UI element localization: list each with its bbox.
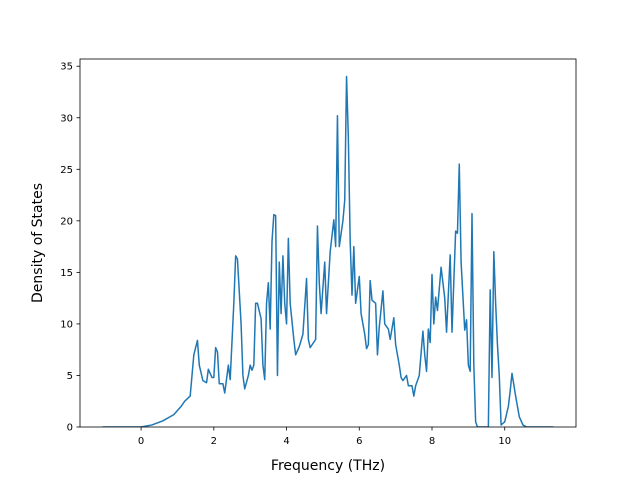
y-tick-label: 25 — [60, 165, 73, 176]
y-tick-label: 5 — [67, 371, 73, 382]
x-tick-label: 2 — [211, 436, 217, 447]
x-tick-label: 8 — [429, 436, 435, 447]
y-tick-label: 20 — [60, 216, 73, 227]
y-tick-label: 10 — [60, 319, 73, 330]
y-tick-label: 30 — [60, 113, 73, 124]
x-tick-label: 6 — [356, 436, 362, 447]
plot-frame — [79, 58, 577, 428]
x-tick-label: 0 — [138, 436, 144, 447]
x-axis-label: Frequency (THz) — [271, 458, 385, 474]
y-tick-label: 0 — [67, 423, 73, 434]
x-tick-label: 10 — [498, 436, 511, 447]
x-tick-label: 4 — [283, 436, 289, 447]
y-tick-label: 35 — [60, 62, 73, 73]
y-tick-label: 15 — [60, 268, 73, 279]
y-axis-label: Density of States — [30, 183, 46, 303]
data-line — [102, 75, 554, 427]
